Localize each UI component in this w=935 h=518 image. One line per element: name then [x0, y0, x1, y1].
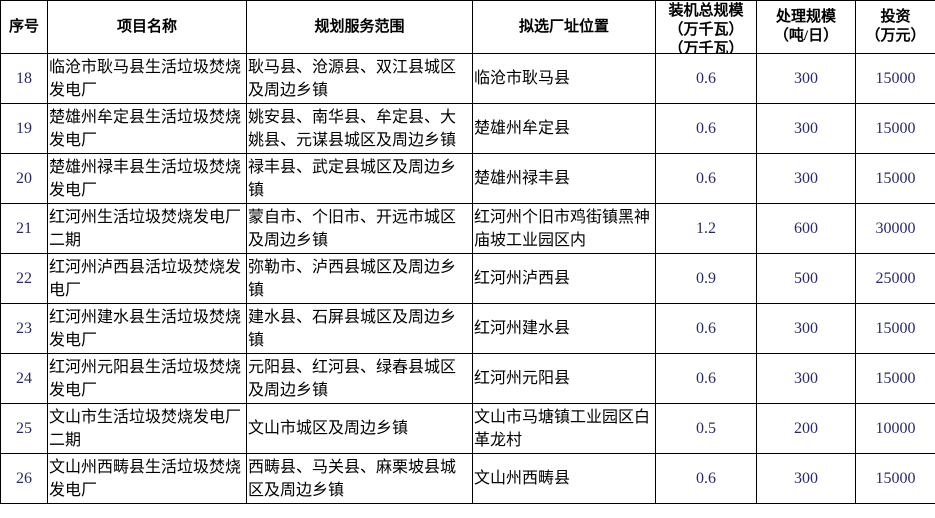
cell-project-name: 文山州西畴县生活垃圾焚烧发电厂	[47, 453, 247, 504]
cell-investment: 25000	[855, 253, 935, 304]
table-row: 20 楚雄州禄丰县生活垃圾焚烧发电厂 禄丰县、武定县城区及周边乡镇 楚雄州禄丰县…	[0, 153, 935, 204]
header-capacity-clipbox: 装机总规模 （万千瓦） （万千瓦）	[657, 2, 755, 53]
cell-capacity: 0.6	[655, 153, 757, 204]
cell-site-location: 红河州元阳县	[472, 353, 656, 404]
cell-investment: 30000	[855, 203, 935, 254]
cell-site-location: 文山市马塘镇工业园区白革龙村	[472, 403, 656, 454]
cell-service-scope: 西畴县、马关县、麻栗坡县城区及周边乡镇	[246, 453, 473, 504]
header-investment: 投资 （万元）	[855, 0, 935, 54]
header-daily-scale-unit: （吨/日）	[773, 28, 839, 44]
cell-capacity: 0.6	[655, 303, 757, 354]
cell-daily-scale: 300	[756, 103, 856, 154]
cell-daily-scale: 300	[756, 303, 856, 354]
cell-service-scope: 元阳县、红河县、绿春县城区及周边乡镇	[246, 353, 473, 404]
cell-project-name: 临沧市耿马县生活垃圾焚烧发电厂	[47, 53, 247, 104]
cell-project-name: 楚雄州禄丰县生活垃圾焚烧发电厂	[47, 153, 247, 204]
header-project-name: 项目名称	[47, 0, 247, 54]
cell-index: 19	[0, 103, 48, 154]
cell-daily-scale: 200	[756, 403, 856, 454]
cell-capacity: 0.9	[655, 253, 757, 304]
cell-index: 25	[0, 403, 48, 454]
header-daily-scale: 处理规模 （吨/日）	[756, 0, 856, 54]
cell-index: 24	[0, 353, 48, 404]
cell-service-scope: 弥勒市、泸西县城区及周边乡镇	[246, 253, 473, 304]
table-row: 18 临沧市耿马县生活垃圾焚烧发电厂 耿马县、沧源县、双江县城区及周边乡镇 临沧…	[0, 53, 935, 104]
cell-project-name: 楚雄州牟定县生活垃圾焚烧发电厂	[47, 103, 247, 154]
header-service-scope: 规划服务范围	[246, 0, 473, 54]
cell-capacity: 0.5	[655, 403, 757, 454]
cell-investment: 15000	[855, 453, 935, 504]
projects-table: 序号 项目名称 规划服务范围 拟选厂址位置 装机总规模 （万千瓦） （万千瓦） …	[0, 0, 935, 504]
table-row: 22 红河州泸西县活垃圾焚烧发电厂 弥勒市、泸西县城区及周边乡镇 红河州泸西县 …	[0, 253, 935, 304]
cell-service-scope: 姚安县、南华县、牟定县、大姚县、元谋县城区及周边乡镇	[246, 103, 473, 154]
cell-site-location: 红河州建水县	[472, 303, 656, 354]
table-row: 23 红河州建水县生活垃圾焚烧发电厂 建水县、石屏县城区及周边乡镇 红河州建水县…	[0, 303, 935, 354]
cell-index: 18	[0, 53, 48, 104]
cell-service-scope: 蒙自市、个旧市、开远市城区及周边乡镇	[246, 203, 473, 254]
table-row: 25 文山市生活垃圾焚烧发电厂二期 文山市城区及周边乡镇 文山市马塘镇工业园区白…	[0, 403, 935, 454]
cell-daily-scale: 300	[756, 153, 856, 204]
header-capacity-unit-overflow: （万千瓦）	[668, 41, 744, 53]
cell-service-scope: 禄丰县、武定县城区及周边乡镇	[246, 153, 473, 204]
header-site-location: 拟选厂址位置	[472, 0, 656, 54]
cell-index: 20	[0, 153, 48, 204]
table-row: 24 红河州元阳县生活垃圾焚烧发电厂 元阳县、红河县、绿春县城区及周边乡镇 红河…	[0, 353, 935, 404]
header-row: 序号 项目名称 规划服务范围 拟选厂址位置 装机总规模 （万千瓦） （万千瓦） …	[0, 0, 935, 54]
table-header: 序号 项目名称 规划服务范围 拟选厂址位置 装机总规模 （万千瓦） （万千瓦） …	[0, 0, 935, 54]
cell-daily-scale: 300	[756, 453, 856, 504]
cell-investment: 15000	[855, 103, 935, 154]
cell-service-scope: 耿马县、沧源县、双江县城区及周边乡镇	[246, 53, 473, 104]
header-index: 序号	[0, 0, 48, 54]
cell-service-scope: 建水县、石屏县城区及周边乡镇	[246, 303, 473, 354]
cell-index: 23	[0, 303, 48, 354]
cell-index: 22	[0, 253, 48, 304]
cell-daily-scale: 300	[756, 53, 856, 104]
cell-investment: 10000	[855, 403, 935, 454]
cell-project-name: 文山市生活垃圾焚烧发电厂二期	[47, 403, 247, 454]
table-row: 21 红河州生活垃圾焚烧发电厂二期 蒙自市、个旧市、开远市城区及周边乡镇 红河州…	[0, 203, 935, 254]
cell-site-location: 楚雄州牟定县	[472, 103, 656, 154]
header-daily-scale-label: 处理规模	[775, 9, 836, 25]
header-investment-unit: （万元）	[865, 28, 926, 44]
table-row: 19 楚雄州牟定县生活垃圾焚烧发电厂 姚安县、南华县、牟定县、大姚县、元谋县城区…	[0, 103, 935, 154]
cell-capacity: 0.6	[655, 453, 757, 504]
cell-project-name: 红河州生活垃圾焚烧发电厂二期	[47, 203, 247, 254]
table-row: 26 文山州西畴县生活垃圾焚烧发电厂 西畴县、马关县、麻栗坡县城区及周边乡镇 文…	[0, 453, 935, 504]
cell-site-location: 红河州泸西县	[472, 253, 656, 304]
cell-site-location: 红河州个旧市鸡街镇黑神庙坡工业园区内	[472, 203, 656, 254]
header-capacity: 装机总规模 （万千瓦） （万千瓦）	[655, 0, 757, 54]
header-investment-label: 投资	[880, 9, 911, 25]
header-capacity-label: 装机总规模	[668, 3, 744, 19]
cell-daily-scale: 300	[756, 353, 856, 404]
cell-capacity: 0.6	[655, 103, 757, 154]
cell-capacity: 0.6	[655, 53, 757, 104]
cell-investment: 15000	[855, 153, 935, 204]
cell-project-name: 红河州建水县生活垃圾焚烧发电厂	[47, 303, 247, 354]
cell-index: 26	[0, 453, 48, 504]
table-body: 18 临沧市耿马县生活垃圾焚烧发电厂 耿马县、沧源县、双江县城区及周边乡镇 临沧…	[0, 53, 935, 504]
cell-investment: 15000	[855, 53, 935, 104]
cell-site-location: 临沧市耿马县	[472, 53, 656, 104]
cell-investment: 15000	[855, 353, 935, 404]
cell-site-location: 文山州西畴县	[472, 453, 656, 504]
cell-daily-scale: 600	[756, 203, 856, 254]
cell-investment: 15000	[855, 303, 935, 354]
cell-project-name: 红河州泸西县活垃圾焚烧发电厂	[47, 253, 247, 304]
cell-service-scope: 文山市城区及周边乡镇	[246, 403, 473, 454]
cell-capacity: 1.2	[655, 203, 757, 254]
cell-daily-scale: 500	[756, 253, 856, 304]
cell-capacity: 0.6	[655, 353, 757, 404]
cell-site-location: 楚雄州禄丰县	[472, 153, 656, 204]
cell-index: 21	[0, 203, 48, 254]
cell-project-name: 红河州元阳县生活垃圾焚烧发电厂	[47, 353, 247, 404]
header-capacity-unit: （万千瓦）	[668, 22, 744, 38]
